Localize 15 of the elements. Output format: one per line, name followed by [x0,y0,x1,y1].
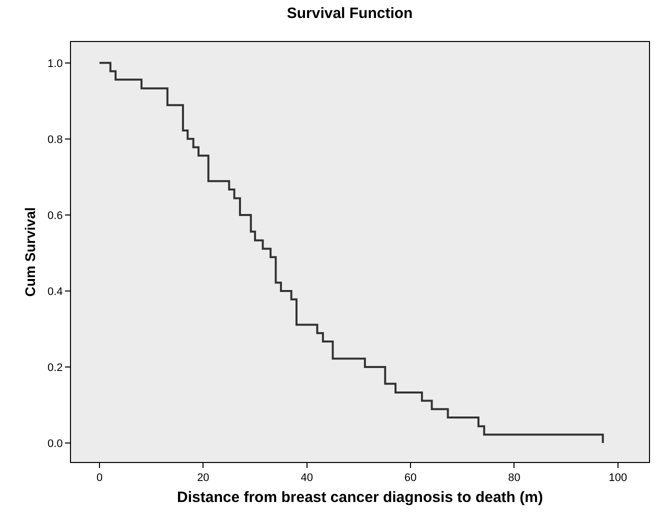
y-tick-label: 0.8 [48,134,63,146]
y-tick-label: 1.0 [48,58,63,70]
y-axis-title: Cum Survival [22,207,38,297]
y-tick-label: 0.0 [48,438,63,450]
y-tick-label: 0.4 [48,286,63,298]
x-tick-label: 80 [508,472,520,484]
x-tick-label: 40 [300,472,313,484]
x-tick-label: 100 [608,472,628,484]
y-tick-label: 0.2 [48,362,63,374]
x-tick-label: 0 [96,472,103,484]
chart-title: Survival Function [286,5,413,22]
y-tick-label: 0.6 [48,210,63,222]
x-axis-title: Distance from breast cancer diagnosis to death (m) [177,489,543,506]
x-tick-label: 60 [404,472,417,484]
x-tick-label: 20 [197,472,210,484]
